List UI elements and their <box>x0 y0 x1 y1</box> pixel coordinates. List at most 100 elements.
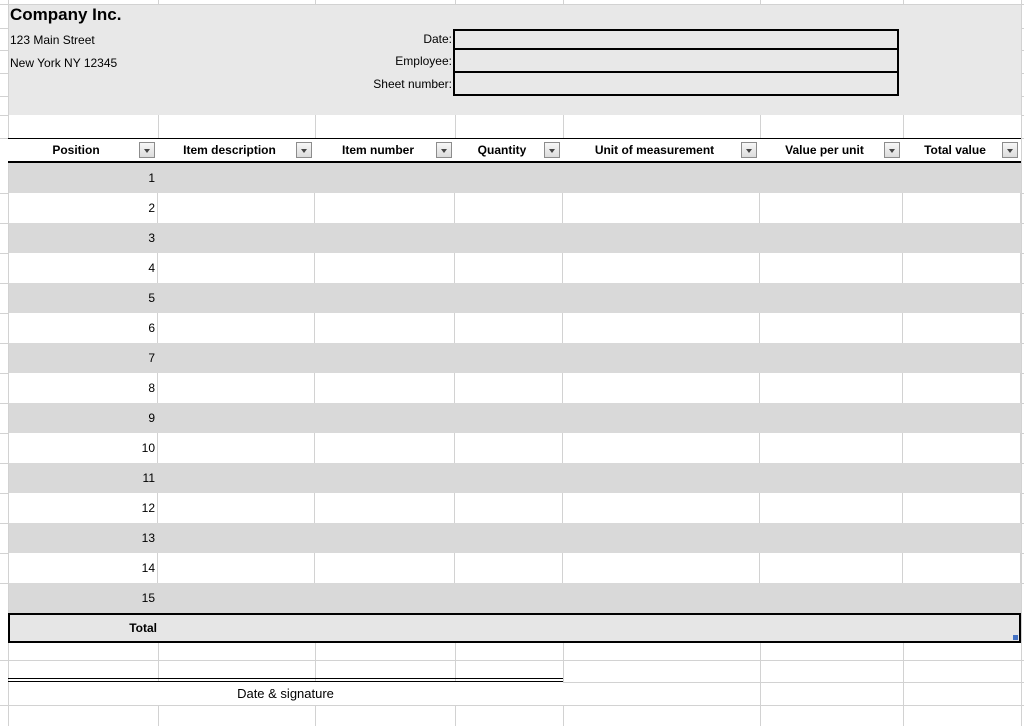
position-cell[interactable]: 10 <box>8 433 158 463</box>
table-cell[interactable] <box>315 253 455 283</box>
table-cell[interactable] <box>760 373 903 403</box>
table-cell[interactable] <box>455 223 563 253</box>
table-cell[interactable] <box>315 403 455 433</box>
table-cell[interactable] <box>563 163 760 193</box>
table-cell[interactable] <box>563 253 760 283</box>
table-cell[interactable] <box>315 523 455 553</box>
table-cell[interactable] <box>760 553 903 583</box>
table-cell[interactable] <box>455 403 563 433</box>
table-cell[interactable] <box>315 553 455 583</box>
table-cell[interactable] <box>158 553 315 583</box>
table-cell[interactable] <box>563 493 760 523</box>
table-cell[interactable] <box>563 283 760 313</box>
table-cell[interactable] <box>315 433 455 463</box>
table-cell[interactable] <box>158 583 315 613</box>
position-cell[interactable]: 3 <box>148 231 155 245</box>
table-cell[interactable] <box>158 493 315 523</box>
table-cell[interactable] <box>903 403 1021 433</box>
position-cell[interactable]: 7 <box>148 351 155 365</box>
table-cell[interactable] <box>315 493 455 523</box>
filter-dropdown-button[interactable] <box>139 142 155 158</box>
table-cell[interactable] <box>903 523 1021 553</box>
position-cell[interactable]: 5 <box>148 291 155 305</box>
table-cell[interactable] <box>563 343 760 373</box>
table-cell[interactable] <box>563 463 760 493</box>
table-cell[interactable] <box>563 313 760 343</box>
table-cell[interactable] <box>563 223 760 253</box>
table-cell[interactable] <box>760 193 903 223</box>
table-cell[interactable] <box>455 463 563 493</box>
table-cell[interactable] <box>158 403 315 433</box>
filter-dropdown-button[interactable] <box>544 142 560 158</box>
table-cell[interactable] <box>903 283 1021 313</box>
table-cell[interactable] <box>903 583 1021 613</box>
position-cell[interactable]: 9 <box>148 411 155 425</box>
table-cell[interactable] <box>455 283 563 313</box>
table-cell[interactable] <box>455 553 563 583</box>
table-cell[interactable] <box>158 373 315 403</box>
position-cell[interactable]: 4 <box>8 253 158 283</box>
table-cell[interactable] <box>455 253 563 283</box>
position-cell[interactable]: 15 <box>141 591 155 605</box>
table-cell[interactable] <box>563 193 760 223</box>
table-cell[interactable] <box>903 433 1021 463</box>
table-cell[interactable] <box>760 403 903 433</box>
table-cell[interactable] <box>158 433 315 463</box>
table-cell[interactable] <box>455 523 563 553</box>
sheet-number-input[interactable] <box>455 73 897 92</box>
table-cell[interactable] <box>903 463 1021 493</box>
total-row[interactable]: Total <box>8 613 1021 643</box>
table-cell[interactable] <box>158 313 315 343</box>
table-cell[interactable] <box>760 253 903 283</box>
table-cell[interactable] <box>563 583 760 613</box>
table-cell[interactable] <box>563 433 760 463</box>
table-cell[interactable] <box>455 343 563 373</box>
date-input[interactable] <box>455 31 897 50</box>
table-cell[interactable] <box>563 553 760 583</box>
table-cell[interactable] <box>903 163 1021 193</box>
filter-dropdown-button[interactable] <box>296 142 312 158</box>
table-cell[interactable] <box>903 193 1021 223</box>
table-cell[interactable] <box>455 313 563 343</box>
table-cell[interactable] <box>158 343 315 373</box>
position-cell[interactable]: 1 <box>148 171 155 185</box>
table-cell[interactable] <box>903 253 1021 283</box>
table-cell[interactable] <box>903 373 1021 403</box>
table-cell[interactable] <box>158 523 315 553</box>
table-cell[interactable] <box>158 163 315 193</box>
table-cell[interactable] <box>760 523 903 553</box>
table-cell[interactable] <box>158 463 315 493</box>
table-cell[interactable] <box>315 463 455 493</box>
table-cell[interactable] <box>760 223 903 253</box>
position-cell[interactable]: 2 <box>8 193 158 223</box>
table-cell[interactable] <box>455 493 563 523</box>
filter-dropdown-button[interactable] <box>741 142 757 158</box>
table-cell[interactable] <box>315 373 455 403</box>
table-cell[interactable] <box>315 313 455 343</box>
table-cell[interactable] <box>760 163 903 193</box>
table-cell[interactable] <box>903 343 1021 373</box>
position-cell[interactable]: 8 <box>8 373 158 403</box>
table-cell[interactable] <box>760 583 903 613</box>
filter-dropdown-button[interactable] <box>884 142 900 158</box>
position-cell[interactable]: 6 <box>8 313 158 343</box>
position-cell[interactable]: 13 <box>141 531 155 545</box>
table-cell[interactable] <box>315 343 455 373</box>
table-cell[interactable] <box>315 283 455 313</box>
position-cell[interactable]: 11 <box>142 471 155 485</box>
table-cell[interactable] <box>563 403 760 433</box>
table-cell[interactable] <box>455 163 563 193</box>
table-cell[interactable] <box>903 493 1021 523</box>
table-cell[interactable] <box>760 313 903 343</box>
table-cell[interactable] <box>903 223 1021 253</box>
table-cell[interactable] <box>760 283 903 313</box>
position-cell[interactable]: 12 <box>8 493 158 523</box>
table-cell[interactable] <box>315 163 455 193</box>
table-cell[interactable] <box>455 193 563 223</box>
table-cell[interactable] <box>315 583 455 613</box>
filter-dropdown-button[interactable] <box>436 142 452 158</box>
table-cell[interactable] <box>455 583 563 613</box>
table-cell[interactable] <box>760 343 903 373</box>
table-cell[interactable] <box>760 463 903 493</box>
table-resize-handle[interactable] <box>1013 635 1018 640</box>
